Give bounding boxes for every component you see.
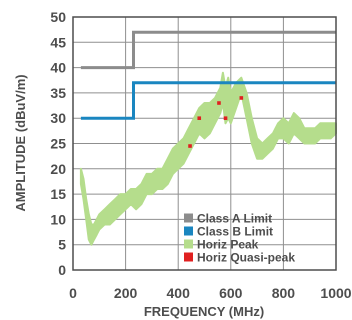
quasi-peak-point — [197, 116, 202, 120]
tick-labels: 0 5 10 15 20 25 30 35 40 45 50 0 200 400 600 800 1000 — [50, 9, 351, 301]
y-tick-label: 45 — [50, 34, 66, 50]
x-tick-label: 600 — [219, 285, 243, 301]
legend-label-class-a-limit: Class A Limit — [197, 212, 272, 226]
y-tick-label: 10 — [50, 211, 66, 227]
y-tick-label: 15 — [50, 186, 66, 202]
legend-label-class-b-limit: Class B Limit — [197, 225, 273, 239]
y-tick-label: 20 — [50, 161, 66, 177]
y-tick-label: 30 — [50, 110, 66, 126]
y-tick-label: 50 — [50, 9, 66, 25]
quasi-peak-point — [188, 144, 192, 148]
class-a-limit-line — [80, 30, 336, 70]
x-tick-label: 400 — [167, 285, 191, 301]
plot-frame — [72, 16, 337, 271]
legend-label-horiz-quasi-peak: Horiz Quasi-peak — [197, 251, 295, 265]
y-tick-label: 40 — [50, 60, 66, 76]
x-tick-label: 200 — [114, 285, 138, 301]
quasi-peak-point — [217, 101, 221, 105]
legend-label-horiz-peak: Horiz Peak — [197, 238, 259, 252]
y-tick-label: 5 — [58, 237, 66, 253]
x-tick-label: 800 — [272, 285, 296, 301]
y-tick-label: 0 — [58, 262, 66, 278]
y-axis-title: AMPLITUDE (dBuV/m) — [13, 74, 28, 211]
x-tick-label: 0 — [69, 285, 77, 301]
x-tick-label: 1000 — [320, 285, 351, 301]
legend-swatch-horiz-peak — [184, 239, 193, 249]
legend-swatch-class-b-limit — [184, 226, 193, 236]
class-b-limit-line — [80, 81, 336, 120]
legend-swatch-horiz-quasi-peak — [184, 252, 193, 262]
quasi-peak-point — [223, 116, 228, 120]
legend-swatch-class-a-limit — [184, 213, 193, 223]
x-axis-title: FREQUENCY (MHz) — [144, 304, 264, 319]
quasi-peak-point — [239, 96, 244, 100]
y-tick-label: 35 — [50, 85, 66, 101]
y-tick-label: 25 — [50, 136, 66, 152]
